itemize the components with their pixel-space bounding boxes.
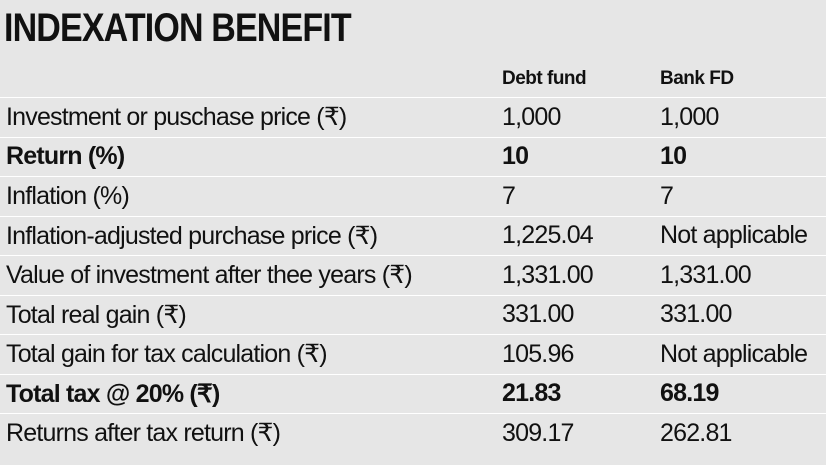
table-row: Total gain for tax calculation (₹) 105.96… [0, 334, 826, 374]
title: INDEXATION BENEFIT [4, 6, 352, 50]
cell: 1,331.00 [502, 255, 660, 295]
table: Investment or puschase price (₹) 1,000 1,0… [0, 97, 826, 453]
cell: 1,225.04 [502, 215, 660, 256]
cell: 1,000 [502, 97, 660, 137]
table-row: Returns after tax return (₹) 309.17 262.81 [0, 413, 826, 453]
cell: 7 [502, 176, 660, 216]
table-row: Return (%) 10 10 [0, 136, 826, 177]
table-row: Investment or puschase price (₹) 1,000 1,0… [0, 97, 826, 137]
row-label: Inflation (%) [0, 176, 502, 216]
table-row: Value of investment after thee years (₹)… [0, 255, 826, 295]
column-header: Debt fund [502, 68, 587, 89]
cell: 7 [660, 176, 826, 216]
cell: 331.00 [660, 294, 826, 335]
cell: 10 [502, 136, 660, 177]
cell: 105.96 [502, 334, 660, 374]
row-label: Total real gain (₹) [0, 294, 502, 335]
cell: 262.81 [660, 413, 826, 453]
cell: Not applicable [660, 334, 826, 374]
column-header: Bank FD [660, 68, 734, 89]
cell: 10 [660, 136, 826, 177]
table-row: Total real gain (₹) 331.00 331.00 [0, 294, 826, 335]
cell: 1,000 [660, 97, 826, 137]
cell: Not applicable [660, 215, 826, 256]
table-row: Total tax @ 20% (₹) 21.83 68.19 [0, 373, 826, 414]
row-label: Returns after tax return (₹) [0, 413, 502, 453]
row-label: Inflation-adjusted purchase price (₹) [0, 215, 502, 256]
row-label: Return (%) [0, 136, 502, 177]
cell: 21.83 [502, 373, 660, 414]
row-label: Total gain for tax calculation (₹) [0, 334, 502, 374]
row-label: Total tax @ 20% (₹) [0, 373, 502, 414]
row-label: Investment or puschase price (₹) [0, 97, 502, 137]
cell: 331.00 [502, 294, 660, 335]
cell: 1,331.00 [660, 255, 826, 295]
cell: 309.17 [502, 413, 660, 453]
cell: 68.19 [660, 373, 826, 414]
row-label: Value of investment after thee years (₹) [0, 255, 502, 295]
table-row: Inflation (%) 7 7 [0, 176, 826, 216]
table-row: Inflation-adjusted purchase price (₹) 1,2… [0, 215, 826, 256]
